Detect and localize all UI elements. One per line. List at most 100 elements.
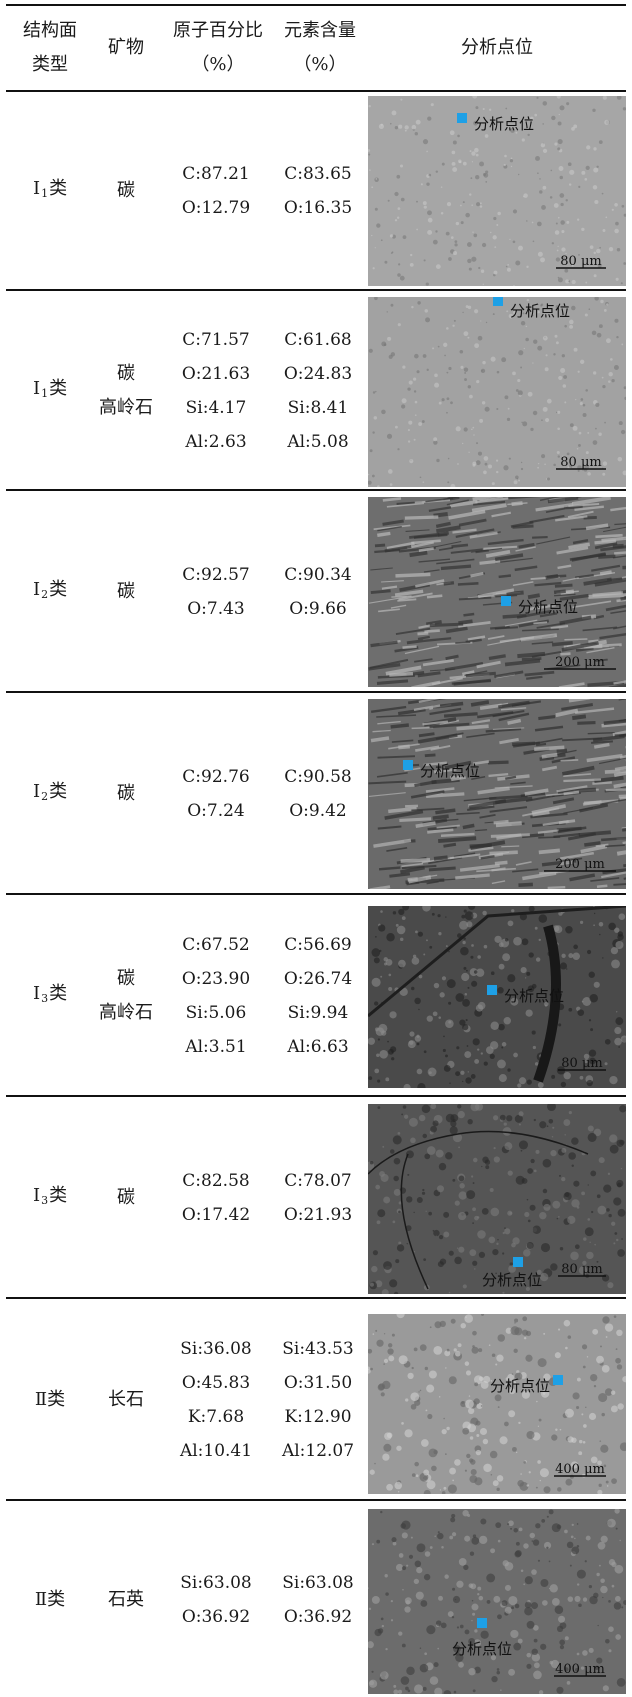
- sem-texture: [400, 1676, 410, 1685]
- sem-texture: [502, 613, 527, 619]
- sem-texture: [471, 503, 507, 513]
- sem-texture: [601, 870, 626, 879]
- header-element-content: 元素含量 （%）: [266, 6, 374, 90]
- sem-texture: [474, 1477, 483, 1486]
- mineral-cell: 碳高岭石: [86, 292, 166, 490]
- sem-texture: [448, 509, 486, 520]
- sem-texture: [415, 119, 421, 125]
- sem-texture: [520, 461, 523, 464]
- sem-texture: [391, 595, 412, 598]
- sem-texture: [614, 1564, 624, 1574]
- sem-texture: [450, 236, 454, 239]
- sem-texture: [525, 337, 529, 342]
- sem-texture: [467, 635, 486, 641]
- sem-texture: [455, 426, 461, 432]
- sem-texture: [594, 577, 626, 587]
- sem-texture: [451, 1532, 457, 1537]
- sem-texture: [438, 932, 442, 936]
- sem-texture: [597, 1541, 606, 1550]
- sem-texture: [418, 547, 434, 552]
- sem-texture: [565, 279, 570, 284]
- sem-texture: [447, 457, 450, 460]
- sem-texture: [393, 1188, 401, 1196]
- sem-texture: [558, 166, 564, 171]
- sem-texture: [610, 946, 619, 955]
- sem-texture: [469, 1436, 474, 1440]
- sem-texture: [492, 313, 495, 316]
- sem-texture: [467, 1407, 475, 1415]
- sem-texture: [529, 1204, 536, 1211]
- sem-texture: [621, 204, 625, 208]
- sem-texture: [587, 1265, 591, 1268]
- sem-texture: [592, 1328, 599, 1335]
- sem-texture: [392, 1135, 402, 1145]
- sem-texture: [471, 944, 474, 947]
- sem-texture: [418, 699, 451, 704]
- sem-texture: [533, 1670, 542, 1680]
- sem-texture: [410, 790, 445, 799]
- sem-texture: [391, 110, 397, 116]
- sem-texture: [539, 1479, 541, 1482]
- sem-texture: [596, 1355, 604, 1364]
- sem-texture: [472, 1612, 476, 1616]
- element-content-cell: C:90.58 O:9.42: [268, 694, 368, 894]
- sem-texture: [558, 1615, 566, 1623]
- sem-texture: [593, 912, 596, 915]
- sem-texture: [551, 242, 555, 245]
- sem-texture: [538, 938, 541, 942]
- sem-texture: [537, 1460, 541, 1464]
- sem-texture: [602, 1316, 610, 1324]
- sem-texture: [599, 933, 601, 936]
- sem-texture: [494, 246, 497, 249]
- sem-texture: [414, 780, 437, 788]
- sem-texture: [578, 185, 581, 188]
- sem-texture: [450, 483, 456, 487]
- sem-texture: [573, 124, 578, 129]
- sem-texture: [580, 844, 608, 854]
- sem-texture: [505, 1383, 507, 1386]
- sem-texture: [490, 971, 495, 976]
- sem-texture: [493, 270, 498, 275]
- sem-texture: [475, 202, 481, 207]
- sem-texture: [459, 920, 469, 930]
- sem-texture: [432, 347, 435, 350]
- sem-texture: [408, 420, 413, 425]
- sem-texture: [409, 253, 413, 257]
- sem-texture: [369, 449, 373, 453]
- sem-texture: [434, 1535, 436, 1538]
- sem-texture: [526, 1241, 534, 1249]
- sem-texture: [540, 1643, 547, 1650]
- sem-texture: [433, 855, 448, 861]
- sem-texture: [608, 1600, 611, 1603]
- sem-texture: [398, 124, 403, 129]
- sem-texture: [535, 502, 574, 512]
- sem-texture: [588, 308, 591, 311]
- sem-texture: [415, 930, 418, 934]
- sem-texture: [517, 651, 546, 659]
- sem-texture: [614, 927, 620, 933]
- sem-texture: [439, 992, 445, 998]
- sem-texture: [473, 1639, 482, 1647]
- sem-texture: [462, 1284, 467, 1289]
- sem-texture: [471, 151, 476, 156]
- table-row: Ⅰ2类碳 C:92.57 O:7.43 C:90.34 O:9.66 分析点位 200 μm: [6, 492, 626, 692]
- sem-texture: [377, 720, 401, 725]
- sem-texture: [563, 1119, 571, 1126]
- sem-texture: [390, 252, 393, 254]
- sem-texture: [450, 401, 453, 405]
- sem-texture: [616, 1329, 623, 1337]
- sem-texture: [599, 631, 626, 640]
- sem-texture: [376, 772, 408, 778]
- sem-texture: [471, 980, 478, 987]
- sem-texture: [441, 1545, 444, 1549]
- sem-texture: [491, 482, 495, 486]
- sem-texture: [613, 678, 626, 685]
- sem-texture: [377, 1106, 381, 1110]
- sem-texture: [426, 1625, 436, 1635]
- sem-texture: [510, 165, 513, 168]
- sem-texture: [448, 1376, 457, 1385]
- sem-texture: [582, 997, 592, 1006]
- sem-texture: [615, 1348, 618, 1351]
- sem-texture: [539, 190, 543, 194]
- sem-texture: [471, 1603, 479, 1611]
